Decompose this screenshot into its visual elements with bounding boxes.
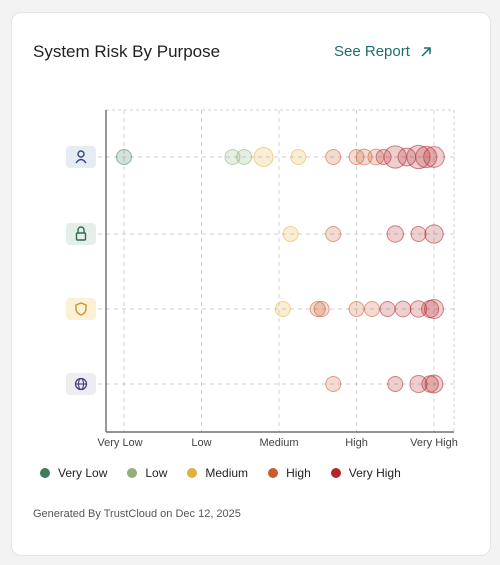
- chart-legend: Very Low Low Medium High Very High: [40, 466, 421, 480]
- bubble-point: [424, 374, 444, 394]
- bubble-point: [387, 376, 404, 392]
- legend-item: Very Low: [40, 466, 107, 480]
- bubble-point: [325, 226, 342, 242]
- legend-label: Medium: [205, 466, 249, 480]
- person-icon: [66, 146, 96, 168]
- chart-axes: [105, 110, 454, 433]
- x-tick-labels: Very Low Low Medium High Very High: [97, 437, 457, 449]
- x-tick-label: Very High: [410, 437, 458, 449]
- legend-item: Low: [127, 466, 167, 480]
- globe-icon: [66, 373, 96, 395]
- bubble-point: [386, 225, 404, 243]
- bubble-point: [274, 301, 291, 317]
- category-icons: [66, 146, 96, 395]
- risk-card: [11, 12, 491, 556]
- x-tick-label: Low: [191, 437, 211, 449]
- bubble-point: [424, 224, 444, 244]
- bubble-point: [379, 301, 396, 317]
- shield-icon: [66, 298, 96, 320]
- bubble-point: [410, 226, 427, 242]
- bubble-point: [415, 145, 438, 169]
- bubble-point: [423, 146, 445, 168]
- bubble-point: [253, 147, 274, 167]
- see-report-label: See Report: [334, 43, 410, 60]
- bubble-point: [348, 301, 365, 317]
- legend-item: Very High: [330, 466, 401, 480]
- bubble-point: [406, 144, 431, 170]
- bubble-point: [424, 299, 444, 319]
- bubble-point: [364, 301, 380, 317]
- chart-bubbles: [116, 144, 445, 394]
- bubble-point: [375, 149, 392, 165]
- bubble-point: [355, 148, 373, 166]
- lock-icon: [66, 223, 96, 245]
- bubble-point: [383, 145, 407, 169]
- arrow-up-right-icon: [421, 46, 431, 57]
- legend-label: Low: [145, 466, 168, 480]
- legend-dot-icon: [127, 468, 138, 478]
- bubble-point: [325, 376, 342, 392]
- legend-label: High: [286, 466, 311, 480]
- x-tick-label: Medium: [259, 437, 298, 449]
- bubble-point: [394, 300, 412, 318]
- bubble-point: [313, 301, 330, 317]
- legend-dot-icon: [330, 468, 341, 478]
- x-tick-label: Very Low: [97, 437, 142, 449]
- see-report-link[interactable]: See Report: [334, 43, 432, 60]
- bubble-point: [224, 149, 241, 165]
- legend-dot-icon: [40, 468, 50, 478]
- x-tick-label: High: [345, 437, 368, 449]
- legend-label: Very High: [348, 466, 401, 480]
- bubble-point: [290, 149, 307, 165]
- legend-item: Medium: [187, 466, 248, 480]
- bubble-point: [236, 149, 253, 165]
- bubble-point: [282, 226, 299, 242]
- legend-item: High: [268, 466, 311, 480]
- bubble-point: [325, 149, 342, 165]
- legend-dot-icon: [268, 468, 279, 478]
- bubble-point: [309, 301, 326, 317]
- legend-dot-icon: [187, 468, 198, 478]
- card-title: System Risk By Purpose: [33, 42, 221, 61]
- legend-label: Very Low: [58, 466, 108, 480]
- bubble-point: [116, 149, 132, 165]
- generated-footer: Generated By TrustCloud on Dec 12, 2025: [33, 508, 241, 520]
